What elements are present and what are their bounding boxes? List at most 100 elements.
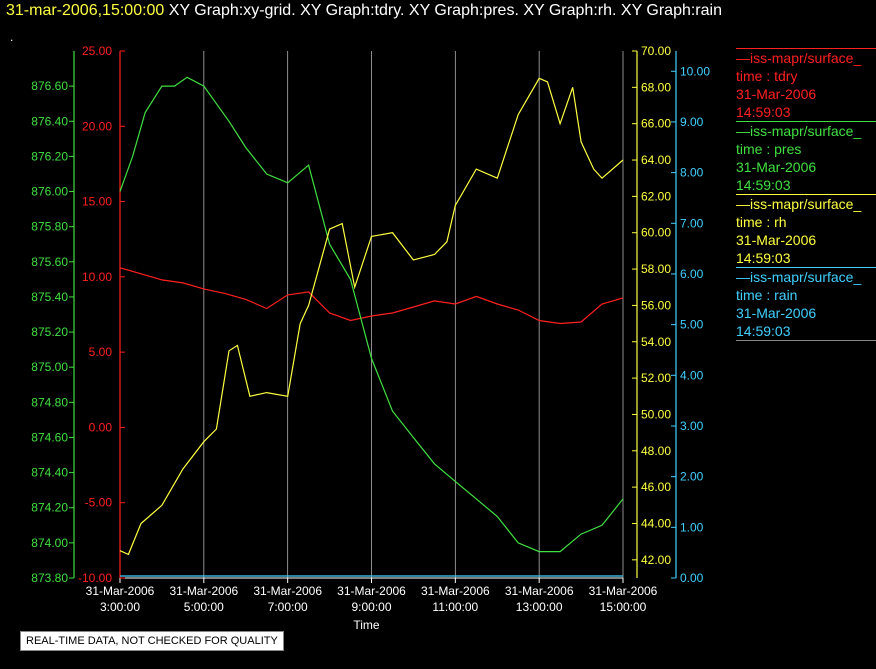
legend-separator [736,121,876,122]
rh-tick-label: 44.00 [641,516,671,530]
rain-tick-label: 2.00 [680,470,704,484]
rh-tick-label: 66.00 [641,117,671,131]
legend-field: time : tdry [736,68,798,84]
x-tick-label-time: 7:00:00 [268,600,308,614]
tdry-tick-label: 15.00 [82,195,112,209]
rh-tick-label: 54.00 [641,335,671,349]
legend-separator [736,340,876,341]
rh-tick-label: 50.00 [641,407,671,421]
pres-tick-label: 875.20 [31,325,68,339]
legend-date: 31-Mar-2006 [736,305,817,321]
rh-tick-label: 42.00 [641,553,671,567]
pres-tick-label: 875.80 [31,220,68,234]
rain-tick-label: 4.00 [680,368,704,382]
header-graph-xy-grid: XY Graph:xy-grid. [168,2,296,19]
legend-series-name: —iss-mapr/surface_ [736,269,862,285]
rh-tick-label: 48.00 [641,444,671,458]
rain-tick-label: 7.00 [680,216,704,230]
legend-entry-rh: —iss-mapr/surface_ time : rh 31-Mar-2006… [736,194,876,267]
legend-field: time : rh [736,214,787,230]
x-tick-label-date: 31-Mar-2006 [589,584,658,598]
legend-time: 14:59:03 [736,104,791,120]
rh-tick-label: 60.00 [641,226,671,240]
legend-entry-pres: —iss-mapr/surface_ time : pres 31-Mar-20… [736,121,876,194]
legend-separator [736,194,876,195]
legend-entry-rain: —iss-mapr/surface_ time : rain 31-Mar-20… [736,267,876,341]
rain-tick-label: 9.00 [680,115,704,129]
x-tick-label-date: 31-Mar-2006 [253,584,322,598]
rh-tick-label: 64.00 [641,153,671,167]
pres-tick-label: 875.60 [31,255,68,269]
x-tick-label-date: 31-Mar-2006 [169,584,238,598]
x-axis-label: Time [353,618,380,632]
rain-tick-label: 1.00 [680,520,704,534]
x-tick-label-time: 15:00:00 [600,600,647,614]
header-timestamp: 31-mar-2006,15:00:00 [6,2,165,19]
legend-field: time : rain [736,287,798,303]
x-tick-label-date: 31-Mar-2006 [337,584,406,598]
pres-tick-label: 876.40 [31,114,68,128]
tdry-tick-label: 20.00 [82,119,112,133]
legend-time: 14:59:03 [736,177,791,193]
legend-entry-tdry: —iss-mapr/surface_ time : tdry 31-Mar-20… [736,48,876,121]
x-tick-label-date: 31-Mar-2006 [421,584,490,598]
pres-tick-label: 874.60 [31,430,68,444]
x-tick-label-time: 3:00:00 [100,600,140,614]
pres-tick-label: 875.00 [31,360,68,374]
rh-tick-label: 68.00 [641,80,671,94]
legend-date: 31-Mar-2006 [736,159,817,175]
rh-tick-label: 62.00 [641,189,671,203]
legend: —iss-mapr/surface_ time : tdry 31-Mar-20… [736,48,876,341]
legend-series-name: —iss-mapr/surface_ [736,123,862,139]
tdry-tick-label: 5.00 [89,345,113,359]
pres-tick-label: 873.80 [31,571,68,585]
rh-tick-label: 56.00 [641,298,671,312]
pres-tick-label: 876.00 [31,185,68,199]
legend-date: 31-Mar-2006 [736,86,817,102]
legend-series-name-text: iss-mapr/surface_ [750,196,862,212]
header-graph-rh: XY Graph:rh. [523,2,617,19]
pres-series-line [119,76,624,553]
tdry-tick-label: -10.00 [78,571,112,585]
pres-tick-label: 874.40 [31,466,68,480]
legend-series-name: —iss-mapr/surface_ [736,50,862,66]
tdry-tick-label: -5.00 [85,496,113,510]
x-tick-label-date: 31-Mar-2006 [505,584,574,598]
quality-notice: REAL-TIME DATA, NOT CHECKED FOR QUALITY [20,631,284,651]
rain-tick-label: 6.00 [680,267,704,281]
rain-tick-label: 8.00 [680,166,704,180]
legend-time: 14:59:03 [736,323,791,339]
legend-series-name-text: iss-mapr/surface_ [750,123,862,139]
x-tick-label-date: 31-Mar-2006 [86,584,155,598]
pres-tick-label: 874.20 [31,501,68,515]
tdry-tick-label: 25.00 [82,44,112,58]
legend-separator [736,48,876,49]
tdry-series-line [119,267,624,325]
rh-tick-label: 52.00 [641,371,671,385]
header-graph-pres: XY Graph:pres. [408,2,519,19]
header-dot: . [10,30,14,44]
tdry-tick-label: 0.00 [89,420,113,434]
legend-series-name-text: iss-mapr/surface_ [750,50,862,66]
rain-tick-label: 0.00 [680,571,704,585]
rain-tick-label: 10.00 [680,64,710,78]
pres-tick-label: 875.40 [31,290,68,304]
legend-date: 31-Mar-2006 [736,232,817,248]
pres-tick-label: 874.80 [31,395,68,409]
rh-tick-label: 58.00 [641,262,671,276]
rain-tick-label: 5.00 [680,318,704,332]
pres-tick-label: 876.60 [31,79,68,93]
header-graph-rain: XY Graph:rain [620,2,722,19]
pres-tick-label: 874.00 [31,536,68,550]
pres-tick-label: 876.20 [31,149,68,163]
legend-time: 14:59:03 [736,250,791,266]
legend-field: time : pres [736,141,802,157]
header-graph-tdry: XY Graph:tdry. [300,2,405,19]
rain-tick-label: 3.00 [680,419,704,433]
x-tick-label-time: 11:00:00 [432,600,478,614]
x-tick-label-time: 5:00:00 [184,600,224,614]
x-tick-label-time: 13:00:00 [516,600,563,614]
legend-series-name-text: iss-mapr/surface_ [750,269,862,285]
tdry-tick-label: 10.00 [82,270,112,284]
